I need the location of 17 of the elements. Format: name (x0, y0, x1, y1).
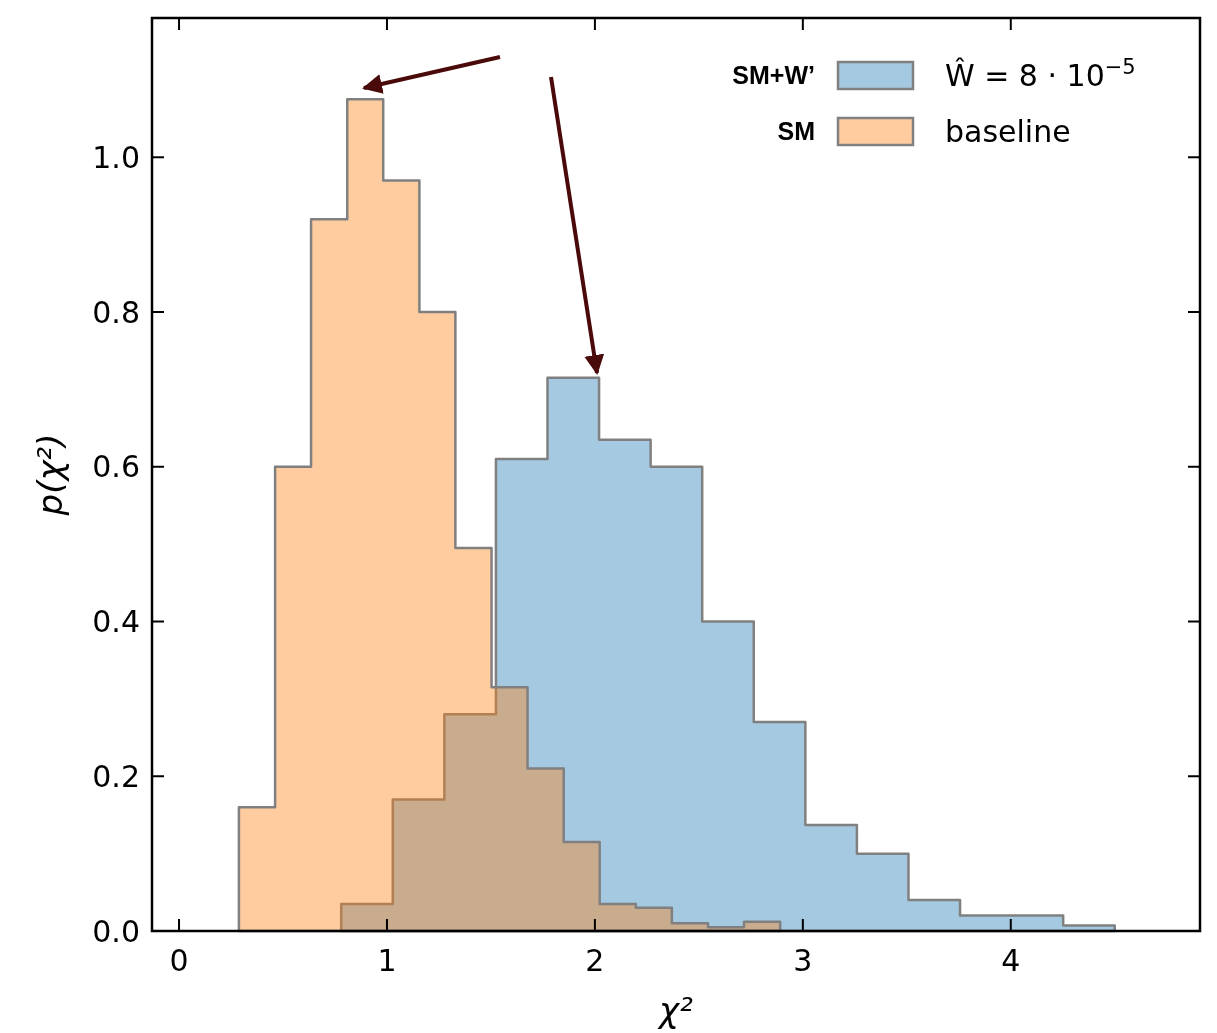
legend-label: Ŵ = 8 · 10$^{−5}$ (945, 54, 1136, 93)
x-axis-title: χ² (657, 990, 694, 1030)
x-tick-label: 2 (585, 943, 605, 978)
y-tick-label: 0.8 (92, 294, 140, 330)
annotation: SM+W’ (732, 60, 815, 89)
annotation: SM (777, 116, 815, 145)
y-tick-label: 0.2 (92, 758, 140, 794)
x-tick-label: 1 (377, 943, 397, 978)
y-tick-label: 0.0 (92, 913, 140, 949)
legend-label: baseline (945, 113, 1071, 149)
y-axis-title: p(χ²) (30, 433, 70, 517)
x-tick-label: 3 (793, 943, 813, 978)
x-tick-label: 0 (169, 943, 189, 978)
y-tick-label: 0.4 (92, 604, 140, 640)
y-tick-label: 0.6 (92, 449, 140, 485)
x-tick-label: 4 (1001, 943, 1021, 978)
y-tick-label: 1.0 (92, 139, 140, 175)
